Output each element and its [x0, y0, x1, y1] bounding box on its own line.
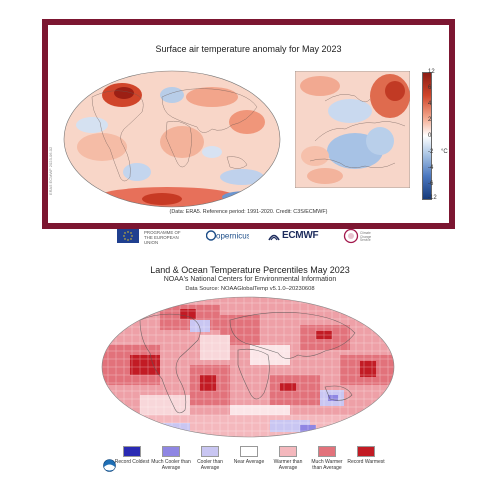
copernicus-logo-icon: opernicus: [206, 230, 249, 241]
partner-logos: PROGRAMME OF THE EUROPEAN UNION opernicu…: [110, 224, 371, 246]
copernicus-anomaly-panel: Surface air temperature anomaly for May …: [42, 19, 455, 229]
climate-change-service-logo-icon: [343, 228, 359, 244]
legend-item: Cooler than Average: [190, 446, 230, 471]
legend-swatch: [123, 446, 141, 457]
legend-swatch: [357, 446, 375, 457]
legend-item: Much Warmer than Average: [307, 446, 347, 471]
europe-anomaly-inset: [295, 71, 410, 188]
legend-label: Much Warmer than Average: [311, 459, 343, 471]
percentile-legend: Record Coldest Much Cooler than Average …: [112, 446, 386, 490]
legend-label: Near Average: [233, 459, 265, 465]
legend-swatch: [279, 446, 297, 457]
legend-item: Record Coldest: [112, 446, 152, 466]
legend-swatch: [201, 446, 219, 457]
eu-programme-text: PROGRAMME OF THE EUROPEAN UNION: [144, 230, 181, 245]
legend-item: Record Warmest: [346, 446, 386, 466]
noaa-logo-icon: [103, 459, 116, 472]
side-credit-text: ERA5 ECMWF 2023-06-02: [48, 146, 53, 195]
legend-label: Record Coldest: [114, 459, 150, 465]
climate-change-service-text: Climate Change Service: [360, 231, 372, 243]
colorbar-tick: -6: [428, 181, 434, 187]
colorbar-tick: 12: [428, 69, 435, 75]
copernicus-wordmark: opernicus: [216, 232, 249, 241]
legend-item: Near Average: [229, 446, 269, 466]
colorbar-tick: -4: [428, 165, 434, 171]
legend-swatch: [318, 446, 336, 457]
colorbar-tick: -12: [428, 195, 437, 201]
noaa-map-subtitle: NOAA's National Centers for Environmenta…: [163, 276, 337, 283]
world-percentile-map: [101, 296, 395, 438]
legend-swatch: [162, 446, 180, 457]
copernicus-source-note: (Data: ERA5. Reference period: 1991-2020…: [169, 209, 328, 215]
copernicus-map-title: Surface air temperature anomaly for May …: [155, 44, 342, 54]
colorbar-tick: 4: [428, 101, 432, 107]
colorbar-tick: 0: [428, 133, 432, 139]
legend-label: Record Warmest: [347, 459, 385, 465]
ecmwf-mark-icon: [268, 234, 280, 241]
world-anomaly-map: [63, 70, 281, 208]
colorbar-unit: °C: [441, 149, 448, 155]
colorbar-tick: 2: [428, 117, 432, 123]
noaa-data-source: Data Source: NOAAGlobalTemp v5.1.0–20230…: [185, 286, 315, 292]
colorbar-tick: 6: [428, 85, 432, 91]
legend-label: Much Cooler than Average: [151, 459, 191, 471]
legend-label: Cooler than Average: [197, 459, 223, 471]
legend-label: Warmer than Average: [273, 459, 303, 471]
ecmwf-wordmark: ECMWF: [282, 230, 319, 241]
legend-item: Much Cooler than Average: [151, 446, 191, 471]
colorbar-tick: -2: [428, 149, 434, 155]
noaa-map-title: Land & Ocean Temperature Percentiles May…: [150, 265, 350, 275]
anomaly-colorbar: [422, 72, 432, 200]
legend-swatch: [240, 446, 258, 457]
eu-flag-icon: [117, 229, 139, 243]
legend-item: Warmer than Average: [268, 446, 308, 471]
